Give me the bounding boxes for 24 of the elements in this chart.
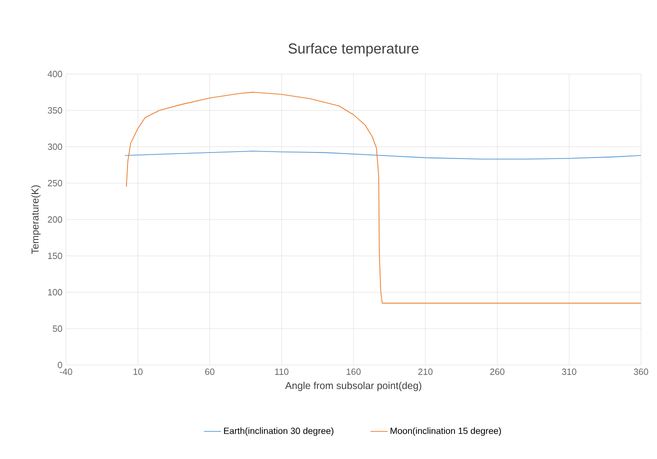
- x-tick-label: 310: [562, 368, 576, 375]
- y-tick-label: 0: [58, 362, 62, 368]
- y-axis-title: Temperature(K): [31, 185, 41, 254]
- y-tick-label: 400: [48, 70, 62, 78]
- legend-label: Earth(inclination 30 degree): [224, 427, 334, 436]
- y-tick-label: 100: [48, 289, 62, 296]
- x-tick-label: 360: [634, 368, 648, 375]
- y-tick-label: 250: [48, 180, 62, 186]
- x-tick-label: 160: [346, 368, 361, 375]
- y-tick-label: 200: [48, 216, 62, 223]
- x-tick-label: 60: [205, 368, 214, 375]
- y-tick-label: 350: [48, 107, 62, 114]
- x-tick-label: 260: [490, 368, 504, 375]
- y-tick-label: 150: [48, 252, 62, 260]
- legend-label: Moon(inclination 15 degree): [390, 427, 501, 436]
- x-tick-label: 110: [275, 368, 288, 375]
- x-tick-label: 10: [134, 368, 143, 375]
- y-tick-label: 50: [52, 325, 62, 332]
- x-tick-label: -40: [60, 368, 72, 375]
- x-tick-label: 210: [418, 368, 433, 375]
- x-axis-title: Angle from subsolar point(deg): [285, 382, 422, 392]
- line-series: [126, 92, 642, 304]
- y-tick-label: 300: [48, 144, 62, 150]
- chart-title: Surface temperature: [288, 43, 418, 56]
